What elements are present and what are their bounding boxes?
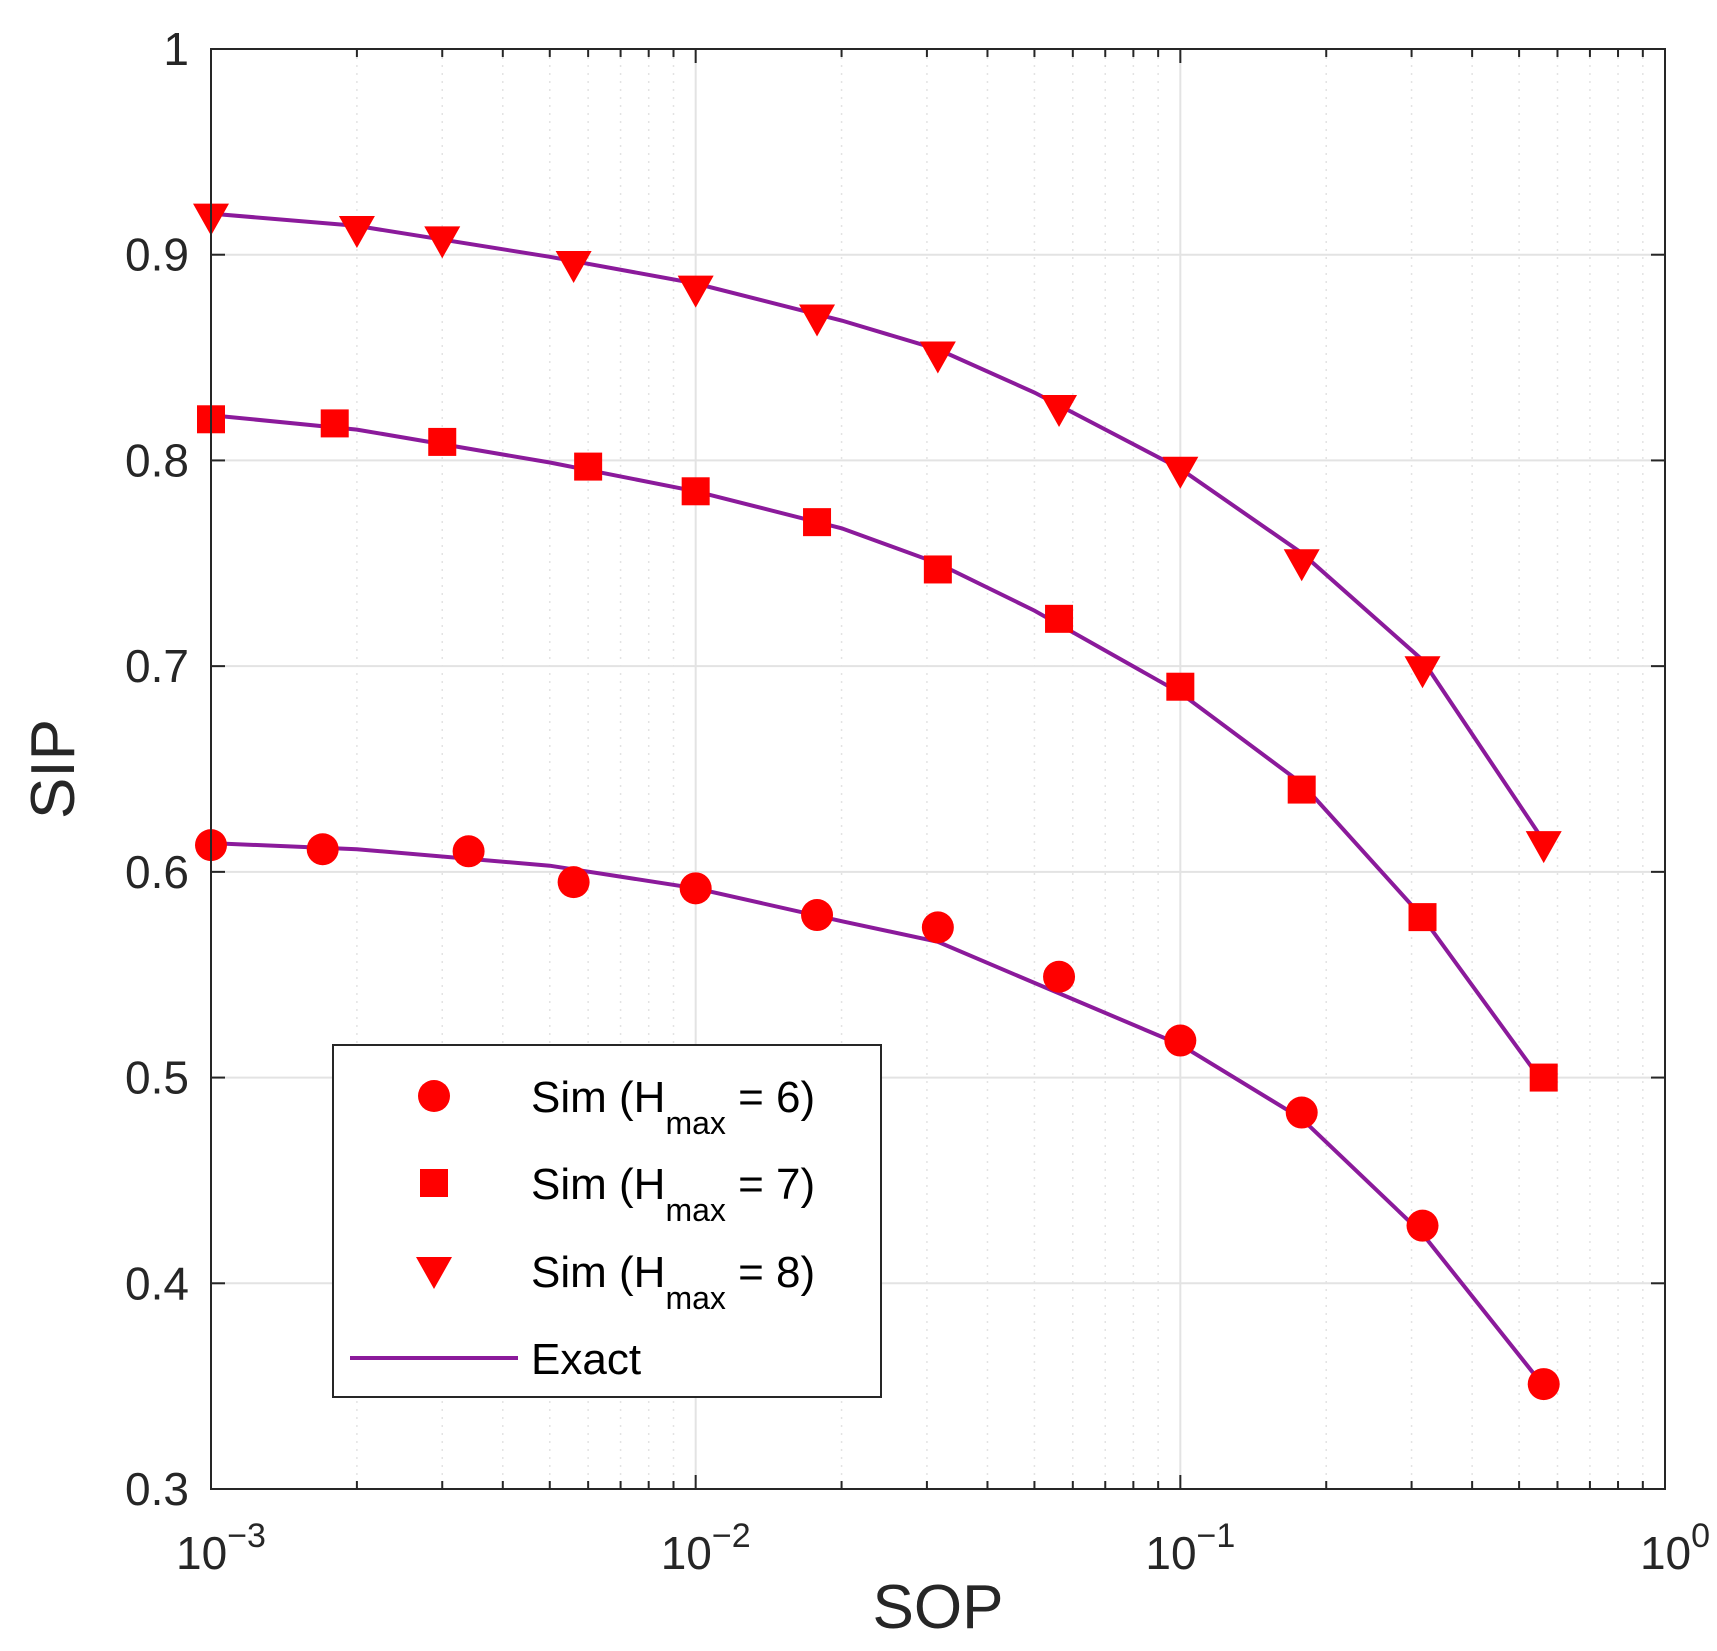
y-tick-label: 0.6 — [125, 846, 189, 898]
marker-hmax-8 — [555, 251, 592, 283]
y-tick-labels: 0.3 0.4 0.5 0.6 0.7 0.8 0.9 1 — [125, 23, 189, 1515]
y-tick-label: 0.8 — [125, 434, 189, 486]
marker-hmax-8 — [1041, 395, 1078, 427]
x-tick-label: 10−2 — [661, 1517, 751, 1579]
marker-hmax-6 — [306, 833, 339, 866]
marker-hmax-7 — [681, 477, 710, 506]
y-tick-label: 0.3 — [125, 1463, 189, 1515]
legend: Sim (Hmax = 6) Sim (Hmax = 7) Sim (Hmax = … — [332, 1044, 882, 1398]
x-tick-label: 100 — [1640, 1517, 1710, 1579]
y-tick-label: 0.7 — [125, 640, 189, 692]
plot-frame — [210, 48, 1666, 1490]
marker-hmax-8 — [1162, 456, 1199, 489]
x-tick-label: 10−1 — [1145, 1517, 1235, 1579]
legend-label-4: Exact — [531, 1335, 641, 1384]
marker-hmax-7 — [1408, 903, 1437, 932]
marker-hmax-8 — [799, 304, 836, 337]
y-tick-label: 1 — [163, 23, 189, 75]
marker-hmax-7 — [320, 409, 349, 438]
legend-label-1: Sim (Hmax = 6) — [531, 1073, 815, 1141]
marker-hmax-7 — [428, 427, 457, 456]
y-tick-label: 0.9 — [125, 229, 189, 281]
marker-hmax-6 — [557, 866, 590, 899]
legend-marker-2 — [420, 1169, 448, 1197]
marker-hmax-6 — [1285, 1096, 1318, 1129]
marker-hmax-7 — [1287, 775, 1316, 804]
marker-hmax-7 — [923, 555, 952, 584]
marker-hmax-7 — [1166, 672, 1195, 701]
marker-hmax-8 — [677, 275, 714, 308]
marker-hmax-6 — [921, 911, 954, 944]
marker-hmax-8 — [1525, 831, 1562, 864]
x-tick-labels: 10−3 10−2 10−1 100 — [176, 1517, 1710, 1579]
marker-hmax-6 — [1164, 1024, 1197, 1057]
marker-hmax-6 — [1406, 1209, 1439, 1242]
axis-ticks — [210, 48, 1666, 1490]
marker-hmax-8 — [919, 341, 956, 374]
x-tick-label: 10−3 — [176, 1517, 266, 1579]
marker-hmax-6 — [452, 835, 485, 868]
marker-hmax-7 — [1045, 604, 1074, 633]
marker-hmax-6 — [1043, 960, 1076, 993]
y-tick-label: 0.5 — [125, 1052, 189, 1104]
marker-hmax-6 — [679, 872, 712, 905]
marker-hmax-8 — [338, 216, 375, 249]
marker-hmax-6 — [801, 899, 834, 932]
legend-marker-1 — [418, 1080, 450, 1112]
legend-marker-3 — [416, 1257, 452, 1289]
legend-label-2: Sim (Hmax = 7) — [531, 1160, 815, 1228]
marker-hmax-7 — [574, 452, 603, 481]
y-tick-label: 0.4 — [125, 1257, 189, 1309]
marker-hmax-7 — [1529, 1063, 1558, 1092]
x-axis-title: SOP — [873, 1573, 1004, 1642]
y-axis-title: SIP — [19, 719, 88, 819]
legend-label-3: Sim (Hmax = 8) — [531, 1248, 815, 1316]
marker-hmax-6 — [1527, 1368, 1560, 1401]
marker-hmax-8 — [1283, 549, 1320, 582]
marker-hmax-7 — [803, 508, 832, 537]
marker-hmax-8 — [424, 226, 461, 259]
marker-hmax-8 — [1404, 656, 1441, 689]
